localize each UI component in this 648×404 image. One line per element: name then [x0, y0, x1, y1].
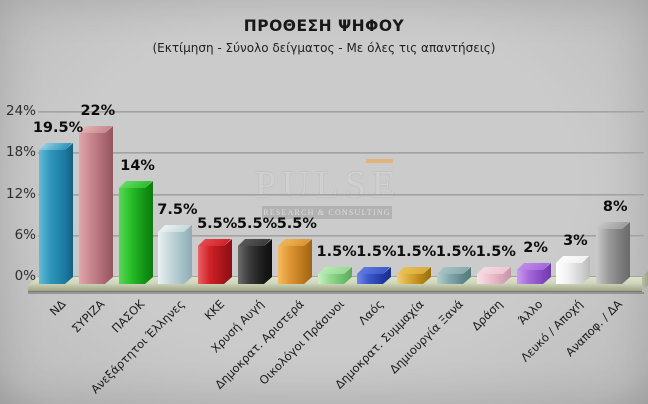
x-axis-category-label: ΣΥΡΙΖΑ: [69, 297, 108, 336]
bar-Οικολόγοι Πράσινοι: [317, 274, 344, 284]
gridline-18%: [38, 152, 644, 155]
bar-value-label: 1.5%: [396, 244, 437, 260]
bar-value-label: 1.5%: [356, 244, 397, 260]
bar-Άλλο: [516, 270, 543, 284]
watermark-tagline: RESEARCH & CONSULTING: [262, 206, 392, 219]
bar-side-face: [264, 239, 272, 284]
bar-Δράση: [476, 274, 503, 284]
bar-Ανεξάρτητοι Έλληνες: [158, 232, 185, 284]
bar-value-label: 3%: [563, 233, 588, 249]
y-axis-tick-label: 24%: [5, 103, 36, 119]
gridline-6%: [38, 234, 644, 237]
chart-floor-shadow: [28, 292, 644, 294]
bar-Δημιουργία Ξανά: [437, 274, 463, 284]
x-axis-category-label: Λαός: [355, 297, 387, 328]
x-axis-category-label: Δράση: [469, 297, 506, 334]
bar-Δημοκρατ. Συμμαχία: [397, 274, 424, 284]
bar-value-label: 5.5%: [236, 216, 278, 232]
bar-Λευκό / Αποχή: [556, 263, 583, 284]
x-axis-category-label: ΠΑΣΟΚ: [109, 297, 148, 336]
bar-Αναποφ. / ΔΑ: [596, 229, 623, 284]
x-axis-category-label: ΝΔ: [46, 297, 68, 319]
x-axis-category-label: Άλλο: [515, 297, 546, 328]
bar-side-face: [65, 143, 73, 284]
bar-value-label: 14%: [120, 158, 155, 174]
bar-side-face: [184, 225, 193, 284]
bar-side-face: [144, 181, 153, 284]
watermark-logo: PULSE: [254, 164, 402, 206]
bar-value-label: 1.5%: [475, 244, 516, 260]
bar-value-label: 5.5%: [197, 216, 238, 232]
bar-side-face: [104, 126, 113, 284]
bar-side-face: [622, 222, 631, 284]
y-axis-tick-label: 0%: [14, 268, 36, 284]
x-axis-category-label: Δημιουργία Ξανά: [386, 297, 466, 377]
chart-floor-end: [642, 270, 648, 291]
bar-value-label: 7.5%: [157, 202, 198, 218]
bar-value-label: 1.5%: [316, 244, 357, 260]
y-axis-tick-label: 6%: [14, 226, 36, 243]
bar-value-label: 22%: [80, 103, 116, 119]
bar-Χρυσή Αυγή: [238, 246, 264, 284]
gridline-24%: [38, 111, 644, 113]
bar-Λαός: [357, 274, 384, 284]
bar-ΚΚΕ: [198, 246, 225, 284]
bar-ΣΥΡΙΖΑ: [78, 133, 105, 284]
x-axis-category-label: ΚΚΕ: [201, 297, 228, 323]
bar-value-label: 19.5%: [32, 120, 84, 136]
y-axis-tick-label: 18%: [5, 144, 36, 161]
bar-value-label: 8%: [602, 199, 628, 215]
bar-ΠΑΣΟΚ: [118, 188, 145, 284]
bar-value-label: 2%: [523, 240, 548, 256]
chart-floor-front: [28, 284, 642, 292]
chart-subtitle: (Εκτίμηση - Σύνολο δείγματος - Με όλες τ…: [152, 41, 496, 55]
y-axis-tick-label: 12%: [5, 185, 36, 202]
bar-value-label: 5.5%: [276, 216, 317, 232]
bar-value-label: 1.5%: [435, 244, 477, 260]
bar-side-face: [224, 239, 233, 284]
chart-title: ΠΡΟΘΕΣΗ ΨΗΦΟΥ: [243, 17, 405, 35]
bar-Δημοκρατ. Αριστερά: [277, 246, 304, 284]
bar-ΝΔ: [39, 150, 65, 284]
watermark-accent-dash: [366, 159, 393, 163]
gridline-12%: [38, 193, 644, 196]
